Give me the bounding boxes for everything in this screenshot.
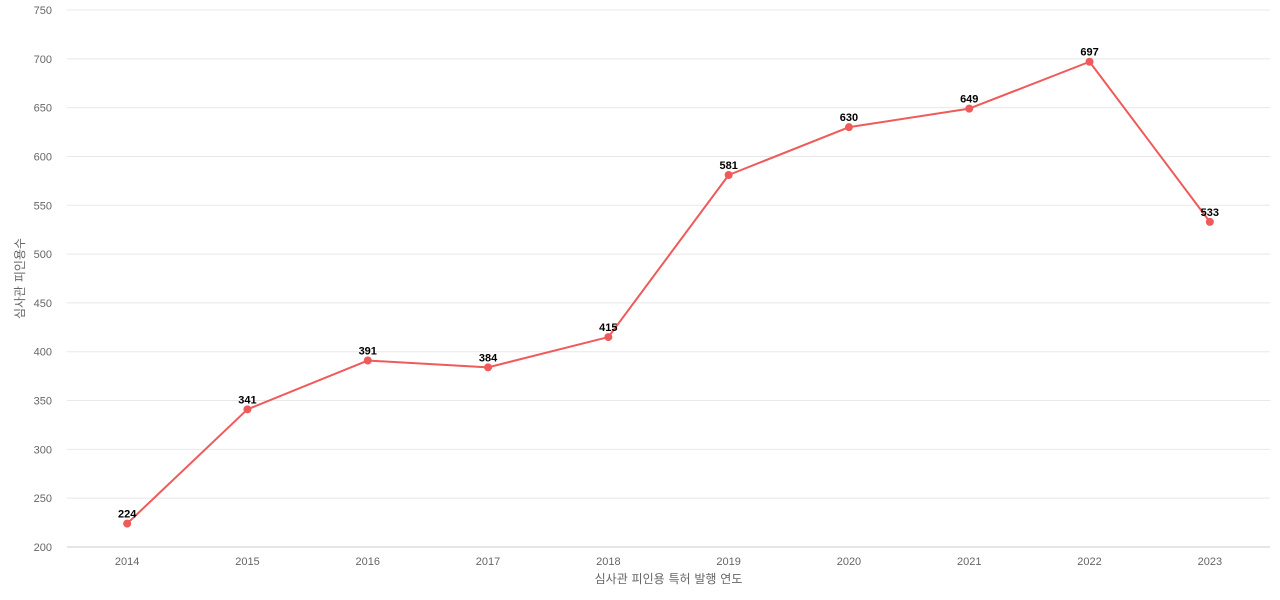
x-tick-label: 2020 (837, 556, 861, 568)
y-tick-label: 250 (34, 493, 52, 505)
data-label: 533 (1201, 207, 1219, 219)
data-point (243, 405, 252, 414)
data-point (724, 171, 733, 180)
data-label: 630 (840, 112, 858, 124)
data-point (604, 333, 613, 342)
y-tick-label: 350 (34, 396, 52, 408)
series-group (123, 57, 1214, 528)
y-tick-label: 700 (34, 54, 52, 66)
data-label: 384 (479, 352, 498, 364)
data-label: 581 (719, 160, 737, 172)
x-tick-label: 2015 (235, 556, 259, 568)
x-tick-label: 2023 (1198, 556, 1222, 568)
data-point (1205, 217, 1214, 226)
y-tick-label: 600 (34, 151, 52, 163)
data-point (1085, 57, 1094, 66)
y-tick-label: 300 (34, 444, 52, 456)
x-tick-label: 2021 (957, 556, 981, 568)
data-label: 341 (238, 394, 256, 406)
data-label: 391 (359, 346, 377, 358)
x-tick-label: 2022 (1077, 556, 1101, 568)
y-tick-label: 750 (34, 5, 52, 17)
y-tick-label: 500 (34, 249, 52, 261)
data-label: 697 (1080, 47, 1098, 59)
y-tick-label: 400 (34, 347, 52, 359)
x-axis-ticks: 2014 2015 2016 2017 2018 2019 2020 2021 2022 2023 (115, 556, 1222, 568)
x-tick-label: 2019 (716, 556, 740, 568)
y-axis-ticks: 200 250 300 350 400 450 500 550 600 650 700 750 (34, 5, 52, 554)
data-label: 415 (599, 322, 617, 334)
data-point (844, 123, 853, 132)
data-label: 649 (960, 94, 978, 106)
x-tick-label: 2018 (596, 556, 620, 568)
series-line (126, 60, 1211, 525)
data-point (363, 356, 372, 365)
x-tick-label: 2014 (115, 556, 139, 568)
x-tick-label: 2017 (476, 556, 500, 568)
data-point (965, 104, 974, 113)
data-point (123, 519, 132, 528)
grid-lines (67, 9, 1270, 499)
data-label: 224 (118, 509, 137, 521)
y-tick-label: 550 (34, 200, 52, 212)
y-tick-label: 200 (34, 542, 52, 554)
data-point (484, 363, 493, 372)
y-tick-label: 650 (34, 103, 52, 115)
y-tick-label: 450 (34, 298, 52, 310)
y-axis-title: 심사관 피인용수 (13, 238, 27, 319)
x-axis-title: 심사관 피인용 특허 발행 연도 (595, 571, 743, 586)
x-tick-label: 2016 (356, 556, 380, 568)
data-labels: 224 341 391 384 415 581 630 649 697 533 (118, 47, 1219, 521)
